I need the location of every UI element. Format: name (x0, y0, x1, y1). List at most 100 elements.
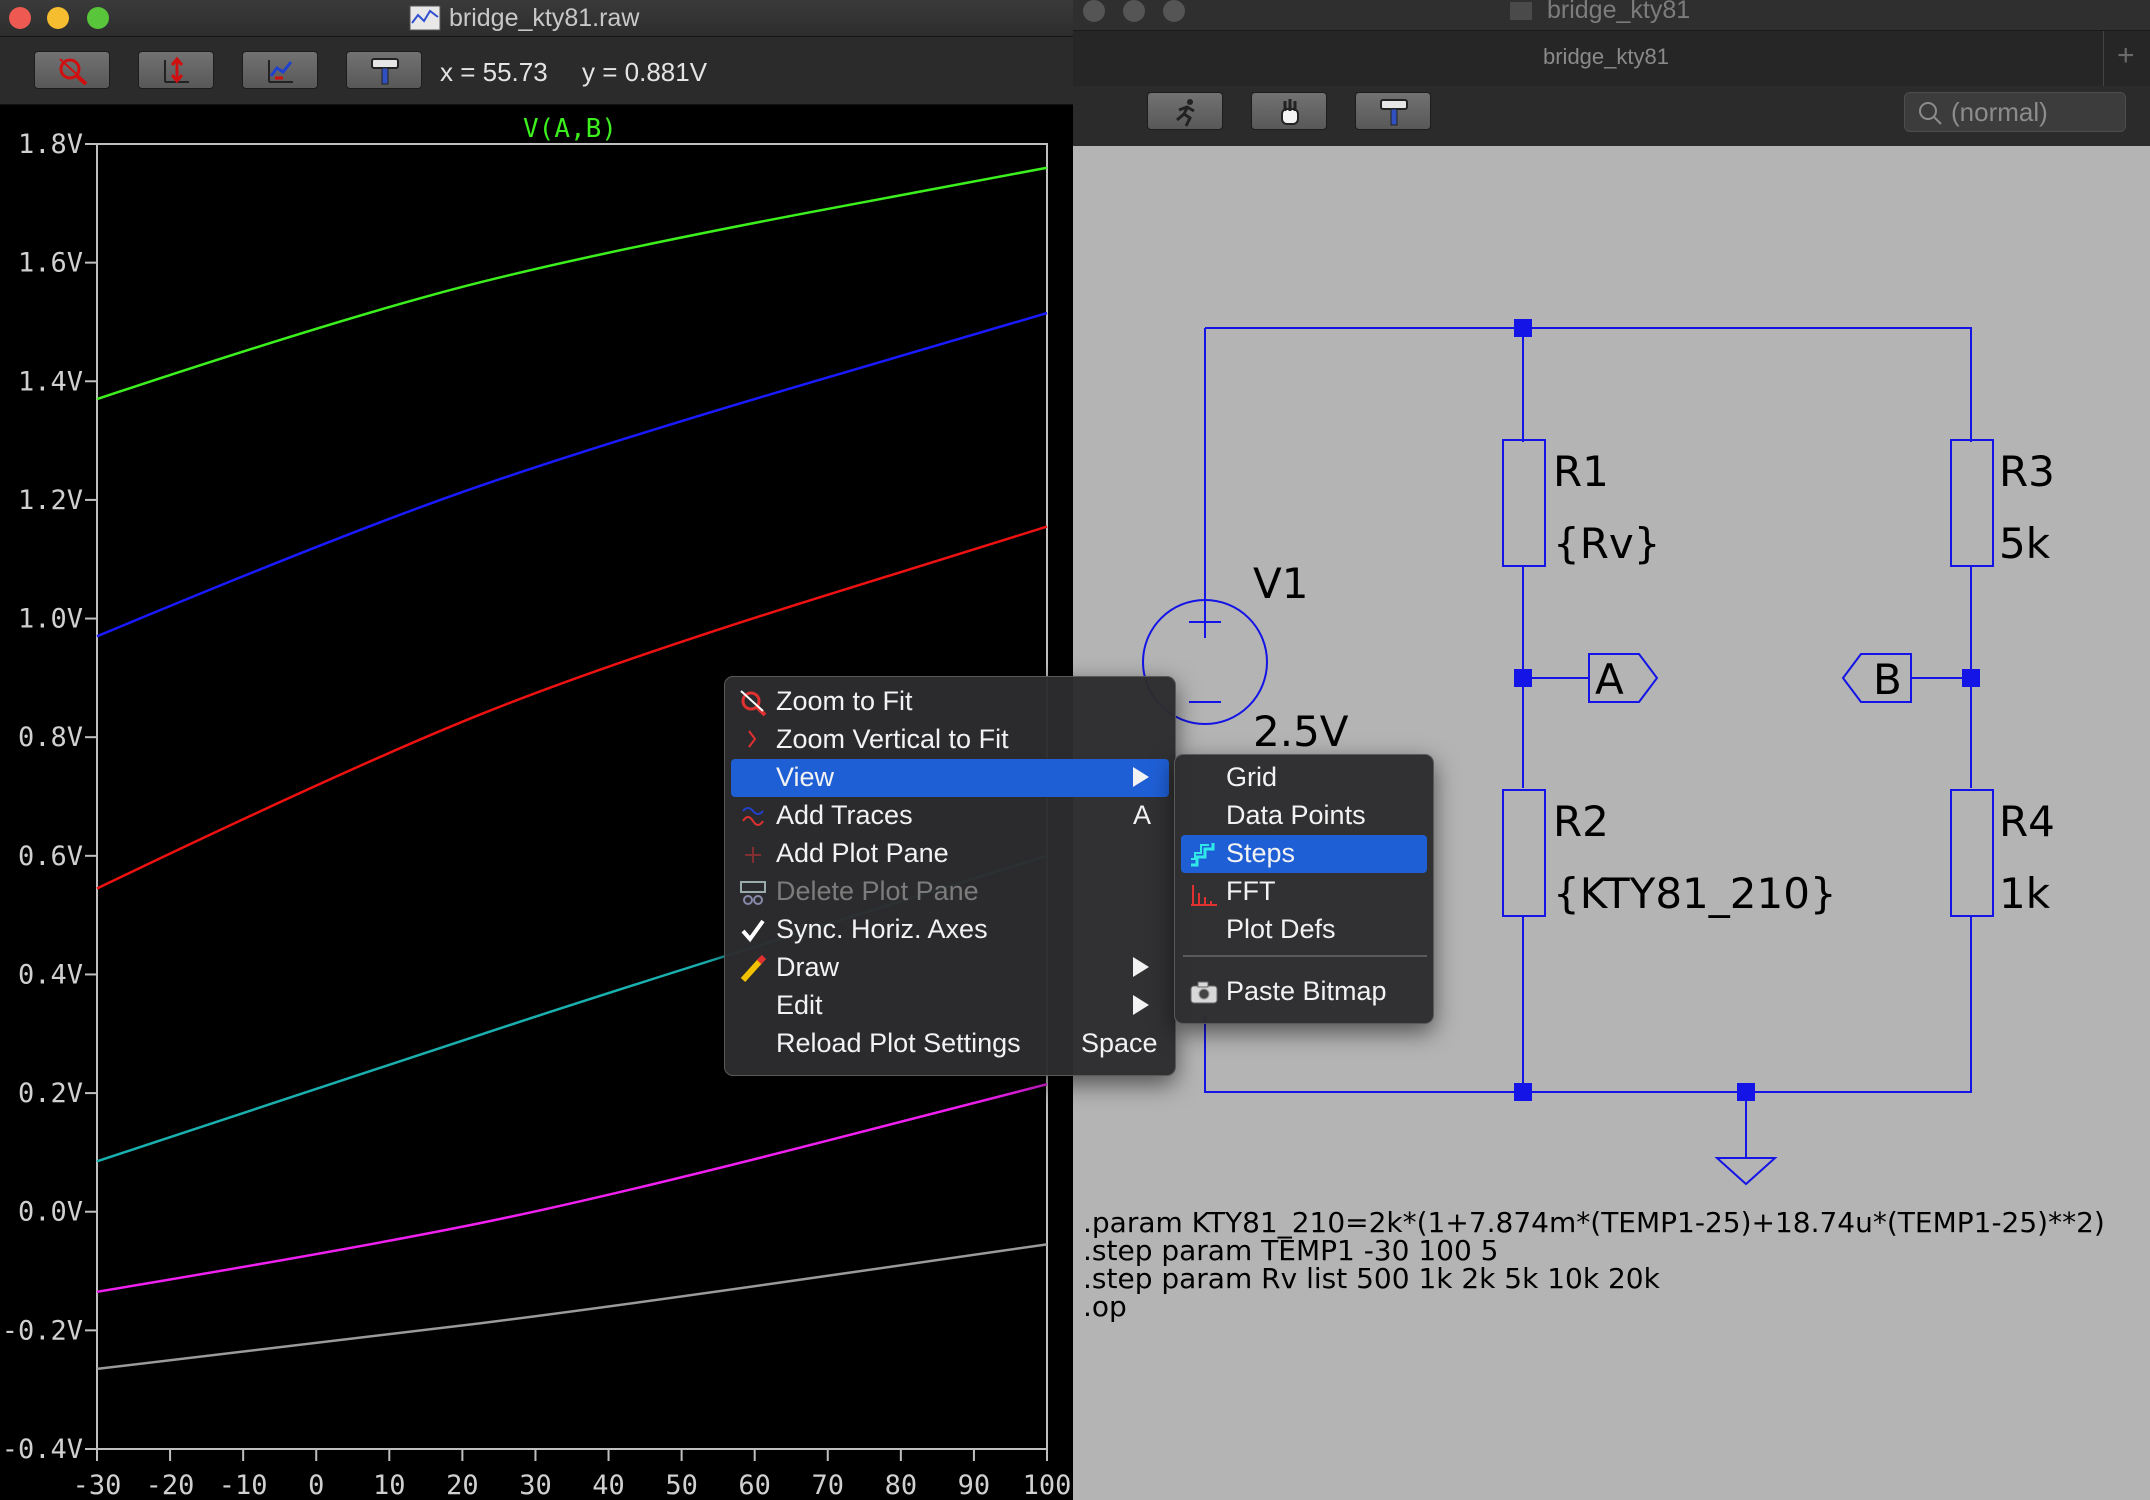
directive-param[interactable]: .param KTY81_210=2k*(1+7.874m*(TEMP1-25)… (1083, 1206, 2105, 1239)
x-tick-label: 60 (738, 1470, 771, 1500)
directive-op[interactable]: .op (1083, 1290, 1127, 1323)
submenu-item-steps[interactable]: Steps (1181, 835, 1427, 873)
shortcut-label: A (1133, 800, 1152, 830)
x-tick-label: 90 (958, 1470, 991, 1500)
delete-plot-pane-icon (740, 881, 766, 905)
schematic-canvas[interactable]: R1 {Rv} R2 {KTY81_210} R3 5k R4 1k V1 2.… (1073, 146, 2150, 1500)
r2-name[interactable]: R2 (1553, 797, 1609, 846)
junction-top (1514, 319, 1532, 337)
r2-value[interactable]: {KTY81_210} (1553, 869, 1837, 918)
net-label-a-flag[interactable] (1588, 653, 1659, 703)
trace-step-4[interactable] (96, 854, 1048, 1163)
menu-item-zoom-vertical-to-fit[interactable]: Zoom Vertical to Fit (731, 721, 1169, 759)
zoom-button-inactive[interactable] (1163, 0, 1185, 22)
x-tick-label: 0 (308, 1470, 324, 1500)
minimize-button-inactive[interactable] (1123, 0, 1145, 22)
r4-value[interactable]: 1k (1999, 869, 2051, 918)
menu-label: Paste Bitmap (1226, 976, 1387, 1006)
r3-name[interactable]: R3 (1999, 447, 2055, 496)
search-placeholder: (normal) (1951, 97, 2048, 127)
camera-icon (1190, 981, 1218, 1004)
resistor-r4[interactable] (1950, 789, 1994, 917)
menu-item-reload-plot-settings[interactable]: Reload Plot Settings Space (731, 1025, 1169, 1063)
submenu-item-fft[interactable]: FFT (1181, 873, 1427, 911)
r1-name[interactable]: R1 (1553, 447, 1609, 496)
run-button[interactable] (1147, 92, 1223, 130)
net-label-b[interactable]: B (1873, 655, 1902, 704)
view-submenu: Grid Data Points Steps FFT Plot Defs Pas… (1174, 754, 1434, 1024)
submenu-item-paste-bitmap[interactable]: Paste Bitmap (1181, 973, 1427, 1011)
waveform-file-icon (409, 5, 441, 31)
search-field[interactable]: (normal) (1904, 92, 2126, 132)
plot-window-titlebar[interactable]: bridge_kty81.raw (0, 0, 1073, 37)
tab-divider (2103, 31, 2104, 87)
submenu-arrow-icon (1133, 957, 1149, 977)
schematic-window-title: bridge_kty81 (1547, 0, 1691, 24)
hammer-button-schematic[interactable] (1355, 92, 1431, 130)
resistor-r3[interactable] (1950, 439, 1994, 567)
trace-step-5[interactable] (96, 1082, 1048, 1294)
directive-step-rv[interactable]: .step param Rv list 500 1k 2k 5k 10k 20k (1083, 1262, 1661, 1295)
wire-top-right[interactable] (1523, 327, 1972, 442)
r1-value[interactable]: {Rv} (1553, 519, 1660, 568)
menu-item-view[interactable]: View (731, 759, 1169, 797)
net-label-a[interactable]: A (1595, 655, 1624, 704)
submenu-item-grid[interactable]: Grid (1181, 759, 1427, 797)
directive-step-temp[interactable]: .step param TEMP1 -30 100 5 (1083, 1234, 1499, 1267)
menu-item-draw[interactable]: Draw (731, 949, 1169, 987)
trace-step-6[interactable] (96, 1243, 1048, 1371)
tab-bridge-kty81[interactable]: bridge_kty81 (1543, 44, 1669, 69)
r3-value[interactable]: 5k (1999, 519, 2051, 568)
net-label-b-flag[interactable] (1841, 653, 1912, 703)
menu-label: Sync. Horiz. Axes (776, 914, 988, 944)
resistor-r1[interactable] (1502, 439, 1546, 567)
v1-name[interactable]: V1 (1253, 559, 1308, 608)
trace-step-2[interactable] (96, 311, 1048, 638)
ground-symbol[interactable] (1714, 1157, 1778, 1186)
wire-bottom[interactable] (1204, 916, 1972, 1093)
trace-step-1[interactable] (96, 166, 1048, 401)
menu-item-edit[interactable]: Edit (731, 987, 1169, 1025)
cursor-x-readout: x = 55.73 (440, 57, 548, 87)
menu-item-add-plot-pane[interactable]: Add Plot Pane (731, 835, 1169, 873)
submenu-item-data-points[interactable]: Data Points (1181, 797, 1427, 835)
add-traces-icon (268, 60, 293, 83)
wire-top-left[interactable] (1205, 327, 1524, 442)
x-tick-label: 50 (665, 1470, 698, 1500)
y-tick-label: 0.8V (18, 722, 83, 753)
voltage-source-v1[interactable] (1142, 599, 1268, 725)
y-tick-label: 1.0V (18, 604, 83, 635)
y-tick-label: -0.2V (2, 1315, 83, 1346)
zoom-button[interactable] (87, 7, 109, 29)
submenu-item-plot-defs[interactable]: Plot Defs (1181, 911, 1427, 949)
v1-value[interactable]: 2.5V (1253, 707, 1349, 756)
junction-bottom-left (1514, 1083, 1532, 1101)
close-button[interactable] (9, 7, 31, 29)
schematic-titlebar[interactable]: bridge_kty81 (1073, 0, 2150, 30)
zoom-vertical-icon (748, 730, 757, 748)
hand-icon (1281, 99, 1299, 125)
resistor-r2[interactable] (1502, 789, 1546, 917)
minimize-button[interactable] (47, 7, 69, 29)
menu-item-delete-plot-pane[interactable]: Delete Plot Pane (731, 873, 1169, 911)
trace-title[interactable]: V(A,B) (523, 114, 617, 144)
menu-item-sync-horiz-axes[interactable]: Sync. Horiz. Axes (731, 911, 1169, 949)
zoom-vertical-button[interactable] (138, 51, 214, 89)
pencil-icon (740, 955, 767, 983)
hammer-button[interactable] (346, 51, 422, 89)
waveform-plot[interactable]: V(A,B) -0.4V -0.2V 0.0V 0.2V 0.4V 0.6V 0.8V 1.0… (0, 104, 1073, 1500)
close-button-inactive[interactable] (1083, 0, 1105, 22)
menu-label: Edit (776, 990, 823, 1020)
x-tick-label: 100 (1023, 1470, 1072, 1500)
r4-name[interactable]: R4 (1999, 797, 2055, 846)
new-tab-plus-icon[interactable]: + (2117, 39, 2135, 72)
steps-icon (1191, 843, 1215, 867)
add-traces-button[interactable] (242, 51, 318, 89)
pan-button[interactable] (1251, 92, 1327, 130)
menu-separator (1183, 955, 1427, 957)
trace-step-3[interactable] (96, 525, 1048, 890)
menu-item-add-traces[interactable]: Add Traces A (731, 797, 1169, 835)
zoom-vertical-icon (164, 56, 189, 84)
zoom-to-fit-button[interactable] (34, 51, 110, 89)
menu-item-zoom-to-fit[interactable]: Zoom to Fit (731, 683, 1169, 721)
